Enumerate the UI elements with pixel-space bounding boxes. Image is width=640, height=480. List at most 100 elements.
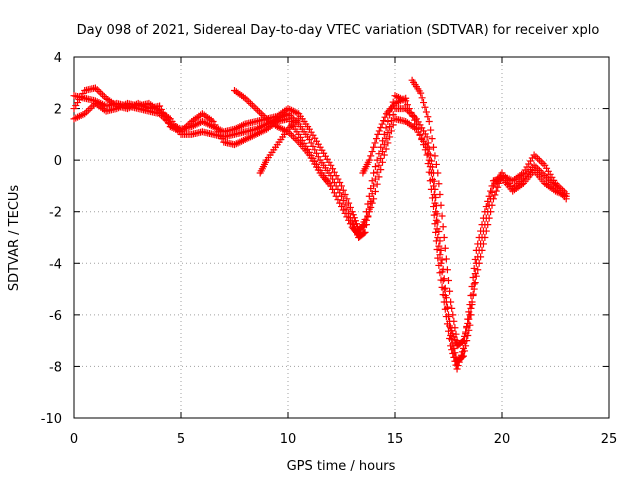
data-point [532,153,540,161]
data-point [439,223,447,231]
data-point [472,259,480,267]
data-point [250,103,258,111]
data-point [534,165,542,173]
data-point [432,216,440,224]
data-point [433,246,441,254]
data-point [471,279,479,287]
data-point [462,330,470,338]
data-point [442,313,450,321]
y-tick-label: 2 [54,103,62,118]
y-tick-label: -2 [49,206,62,221]
data-point [435,180,443,188]
data-point [425,145,433,153]
data-point [562,192,570,200]
data-point [425,117,433,125]
data-point [455,358,463,366]
data-point [370,143,378,151]
data-point [386,123,394,131]
data-point [368,148,376,156]
x-tick-label: 10 [280,432,297,447]
data-point [330,189,338,197]
data-point [295,115,303,123]
data-point [474,240,482,248]
data-point [487,187,495,195]
data-point [365,192,373,200]
data-point [378,120,386,128]
data-point [437,246,445,254]
y-tick-label: 0 [54,154,62,169]
data-point [339,206,347,214]
data-point [474,266,482,274]
data-point [448,304,456,312]
x-tick-label: 5 [177,432,185,447]
data-point [459,344,467,352]
data-point [430,211,438,219]
data-point [456,355,464,363]
data-point [539,160,547,168]
data-point [409,112,417,120]
data-point [485,192,493,200]
data-point [461,337,469,345]
data-point [370,169,378,177]
data-point [343,213,351,221]
data-point [386,133,394,141]
data-point [387,117,395,125]
data-point [430,143,438,151]
y-tick-label: -8 [49,360,62,375]
data-point [291,118,299,126]
data-point [377,123,385,131]
data-point [288,131,296,139]
data-point [329,165,337,173]
x-tick-label: 15 [387,432,404,447]
data-point [434,254,442,262]
data-point [407,108,415,116]
chart-title: Day 098 of 2021, Sidereal Day-to-day VTE… [77,23,600,38]
data-point [472,246,480,254]
data-point [367,152,375,160]
data-point [454,362,462,370]
data-point [432,237,440,245]
data-point [443,266,451,274]
data-point [445,327,452,335]
data-point [446,334,454,342]
data-point [291,135,299,143]
data-point [381,113,389,121]
data-point [447,342,455,350]
data-point [377,154,385,162]
data-point [341,191,349,199]
data-point [471,270,479,278]
x-axis-label: GPS time / hours [287,459,396,474]
data-point [432,160,440,168]
data-points [70,76,570,373]
data-point [439,291,447,299]
data-point [427,126,435,134]
data-point [91,84,99,92]
data-point [343,195,351,203]
data-point [307,139,315,147]
data-point [414,125,422,133]
data-point [293,117,301,125]
data-point [351,217,359,225]
data-point [448,346,456,354]
data-point [362,208,370,216]
data-point [450,353,458,361]
x-axis-ticks: 0 5 10 15 20 25 [70,57,617,447]
data-point [468,282,476,290]
data-point [327,182,335,190]
data-point [382,145,390,153]
data-point [436,269,444,277]
y-axis-ticks: -10 -8 -6 -4 -2 0 2 4 [41,51,609,427]
y-tick-label: -4 [49,257,62,272]
data-point [541,172,549,180]
data-point [373,180,381,188]
data-point [339,186,347,194]
data-point [348,208,356,216]
data-point [431,220,439,228]
data-point [389,121,397,129]
data-point [367,185,375,193]
data-point [377,143,385,151]
data-point [371,139,379,147]
data-point [421,103,429,111]
data-point [470,264,478,272]
data-point [423,151,431,159]
